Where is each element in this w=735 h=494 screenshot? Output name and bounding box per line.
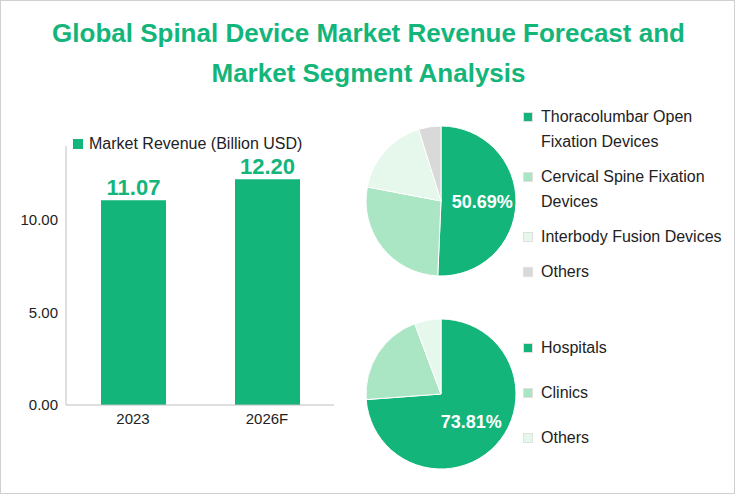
html-text:Others: Others xyxy=(541,263,589,280)
svg-text:5.00: 5.00 xyxy=(29,304,58,321)
html-text:Thoracolumbar Open Fixation De: Thoracolumbar Open Fixation Devices xyxy=(541,108,693,150)
svg-text:2026F: 2026F xyxy=(246,410,289,427)
html-text:Clinics: Clinics xyxy=(541,384,589,401)
html-text:Global Spinal Device Market Re: Global Spinal Device Market Revenue Fore… xyxy=(52,18,685,88)
html-text:Cervical Spine Fixation Device: Cervical Spine Fixation Devices xyxy=(541,168,705,210)
svg-text:10.00: 10.00 xyxy=(20,211,58,228)
html-text:Others: Others xyxy=(541,429,589,446)
html-text:Interbody Fusion Devices: Interbody Fusion Devices xyxy=(541,228,722,245)
svg-text:50.69%: 50.69% xyxy=(452,192,513,212)
html-text:Market Revenue (Billion USD): Market Revenue (Billion USD) xyxy=(89,135,303,152)
svg-text:0.00: 0.00 xyxy=(29,396,58,413)
svg-text:73.81%: 73.81% xyxy=(441,412,502,432)
svg-text:11.07: 11.07 xyxy=(107,175,161,200)
svg-text:12.20: 12.20 xyxy=(240,154,295,179)
svg-text:2023: 2023 xyxy=(116,410,149,427)
html-text:Hospitals: Hospitals xyxy=(541,339,607,356)
